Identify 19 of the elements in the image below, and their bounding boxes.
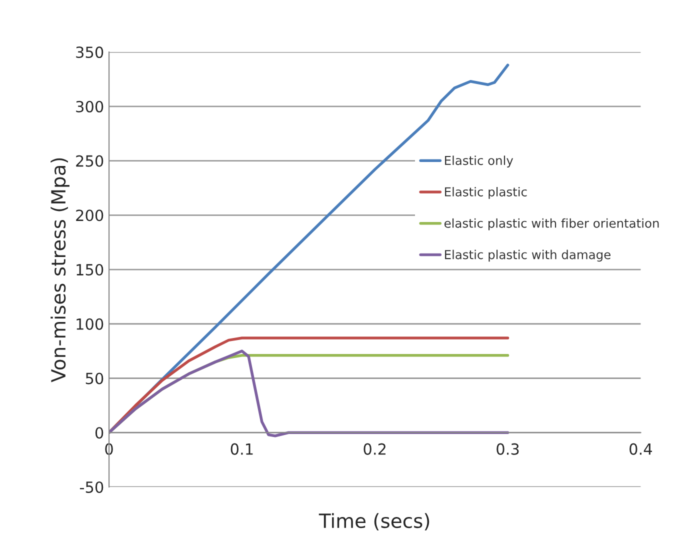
y-tick-label: 0	[95, 427, 104, 439]
legend-label: Elastic only	[445, 156, 514, 168]
y-tick-label: 150	[76, 264, 104, 276]
legend-label: Elastic plastic with damage	[445, 250, 610, 262]
legend-label: elastic plastic with fiber orientation	[444, 218, 659, 230]
x-axis-title: Time (secs)	[318, 513, 430, 530]
x-tick-label: 0.3	[496, 443, 519, 455]
y-tick-label: 50	[86, 372, 104, 384]
x-tick-label: 0.4	[630, 443, 652, 455]
x-tick-label: 0.2	[364, 443, 386, 455]
x-tick-label: 0.1	[230, 443, 253, 455]
y-tick-label: 200	[76, 210, 104, 222]
y-axis-title: Von-mises stress (Mpa)	[50, 158, 70, 382]
y-tick-label: -50	[80, 481, 104, 494]
y-tick-label: 300	[76, 100, 104, 112]
y-tick-label: 350	[76, 46, 104, 58]
y-tick-label: 100	[76, 318, 104, 330]
y-tick-label: 250	[76, 155, 104, 167]
legend-label: Elastic plastic	[445, 187, 527, 199]
